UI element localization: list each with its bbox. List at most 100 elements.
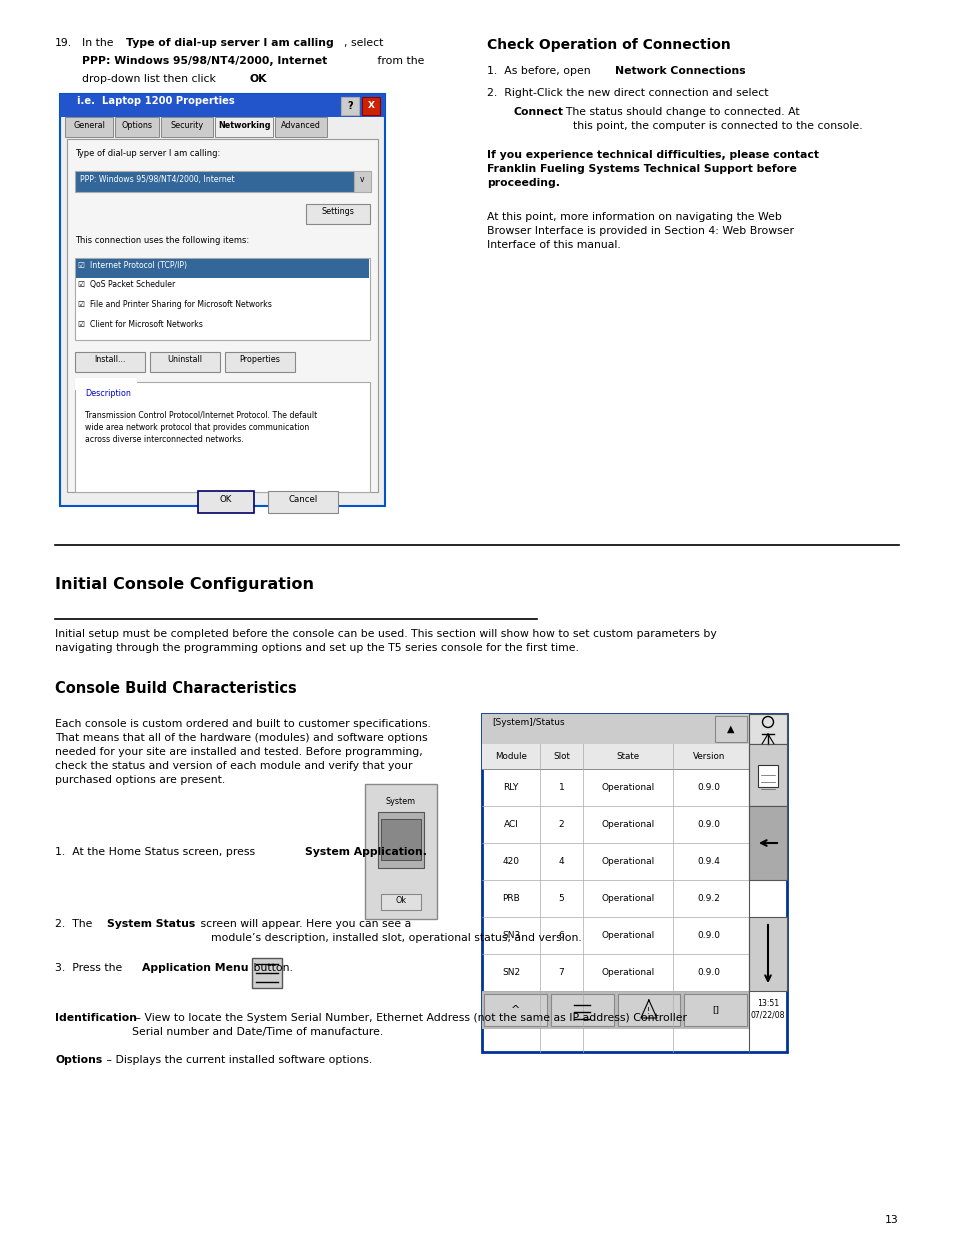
Bar	[361, 98, 379, 115]
Text: System Application.: System Application.	[305, 847, 427, 857]
Text: 1: 1	[558, 783, 564, 792]
Text: 13: 13	[884, 1215, 898, 1225]
Text: ^: ^	[510, 1005, 519, 1015]
Text: Version: Version	[692, 752, 724, 761]
Text: i.e.  Laptop 1200 Properties: i.e. Laptop 1200 Properties	[77, 96, 234, 106]
Text: Initial setup must be completed before the console can be used. This section wil: Initial setup must be completed before t…	[55, 629, 716, 653]
Text: 0.9.4: 0.9.4	[697, 857, 720, 866]
Text: Operational: Operational	[600, 931, 654, 940]
Text: screen will appear. Here you can see a
    module’s description, installed slot,: screen will appear. Here you can see a m…	[196, 919, 581, 944]
Bar	[481, 743, 748, 769]
Text: Type of dial-up server I am calling:: Type of dial-up server I am calling:	[75, 149, 220, 158]
Text: 13:51
07/22/08: 13:51 07/22/08	[750, 999, 784, 1019]
Text: 1.  At the Home Status screen, press: 1. At the Home Status screen, press	[55, 847, 258, 857]
Text: 6: 6	[558, 931, 564, 940]
Bar	[340, 98, 358, 115]
Text: 2: 2	[558, 820, 564, 829]
Text: This connection uses the following items:: This connection uses the following items…	[75, 236, 249, 245]
Bar	[354, 170, 371, 191]
Text: Operational: Operational	[600, 857, 654, 866]
Bar	[65, 117, 112, 137]
Text: .: .	[264, 74, 267, 84]
Bar	[683, 994, 746, 1026]
Bar	[150, 352, 220, 372]
Text: SN2: SN2	[501, 968, 519, 977]
Text: Initial Console Configuration: Initial Console Configuration	[55, 577, 314, 592]
Bar	[483, 994, 546, 1026]
Text: PPP: Windows 95/98/NT4/2000, Internet: PPP: Windows 95/98/NT4/2000, Internet	[80, 174, 234, 184]
Text: 1.  As before, open: 1. As before, open	[486, 65, 594, 77]
Text: 2.  Right-Click the new direct connection and select: 2. Right-Click the new direct connection…	[486, 88, 768, 110]
Bar	[748, 743, 786, 806]
Bar	[75, 170, 354, 191]
Text: Settings: Settings	[321, 207, 355, 216]
Text: System Status: System Status	[107, 919, 195, 929]
Text: Connect: Connect	[514, 107, 563, 117]
Text: OK: OK	[219, 495, 232, 505]
Bar	[60, 94, 385, 506]
Text: drop-down list then click: drop-down list then click	[82, 74, 219, 84]
Bar	[75, 378, 137, 390]
Bar	[748, 918, 786, 990]
Bar	[161, 117, 213, 137]
Bar	[617, 994, 679, 1026]
Text: PPP: Windows 95/98/NT4/2000, Internet: PPP: Windows 95/98/NT4/2000, Internet	[82, 56, 327, 65]
Text: Check Operation of Connection: Check Operation of Connection	[486, 38, 730, 52]
Text: OK: OK	[250, 74, 267, 84]
Bar	[75, 258, 370, 340]
Bar	[365, 784, 436, 919]
Bar	[481, 714, 786, 1052]
Text: ▲: ▲	[726, 724, 734, 734]
Text: 3.  Press the: 3. Press the	[55, 963, 126, 973]
Text: button.: button.	[250, 963, 293, 973]
Bar	[214, 117, 273, 137]
Text: 7: 7	[558, 968, 564, 977]
Bar	[748, 806, 786, 881]
Text: . The status should change to connected. At
    this point, the computer is conn: . The status should change to connected.…	[558, 107, 862, 131]
Bar	[758, 764, 778, 787]
Text: Module: Module	[495, 752, 526, 761]
Text: Networking: Networking	[217, 121, 270, 131]
Text: System: System	[386, 797, 416, 806]
Bar	[550, 994, 613, 1026]
Text: ☑  Internet Protocol (TCP/IP): ☑ Internet Protocol (TCP/IP)	[78, 261, 187, 270]
Text: Description: Description	[85, 389, 131, 399]
Text: RLY: RLY	[503, 783, 518, 792]
Text: If you experience technical difficulties, please contact
Franklin Fueling System: If you experience technical difficulties…	[486, 149, 818, 188]
Text: 0.9.2: 0.9.2	[697, 894, 720, 903]
Text: Type of dial-up server I am calling: Type of dial-up server I am calling	[126, 38, 334, 48]
Text: At this point, more information on navigating the Web
Browser Interface is provi: At this point, more information on navig…	[486, 212, 793, 249]
Text: Security: Security	[171, 121, 203, 131]
Text: Cancel: Cancel	[288, 495, 317, 505]
Bar	[268, 492, 337, 513]
Text: !: !	[646, 1007, 650, 1015]
Text: 420: 420	[502, 857, 519, 866]
Text: State: State	[616, 752, 639, 761]
Text: Properties: Properties	[239, 356, 280, 364]
Text: Transmission Control Protocol/Internet Protocol. The default
wide area network p: Transmission Control Protocol/Internet P…	[85, 410, 317, 445]
Text: PRB: PRB	[501, 894, 519, 903]
Bar	[748, 714, 786, 743]
Text: ?: ?	[347, 101, 353, 111]
Bar	[198, 492, 253, 513]
Text: ACI: ACI	[503, 820, 517, 829]
Text: – Displays the current installed software options.: – Displays the current installed softwar…	[103, 1055, 372, 1065]
Bar	[75, 352, 145, 372]
Text: 0.9.0: 0.9.0	[697, 968, 720, 977]
Text: 0.9.0: 0.9.0	[697, 820, 720, 829]
Bar	[377, 811, 423, 868]
Text: – View to locate the System Serial Number, Ethernet Address (not the same as IP : – View to locate the System Serial Numbe…	[132, 1013, 686, 1037]
Text: Ok: Ok	[395, 895, 406, 904]
Text: .: .	[732, 65, 736, 77]
Text: ☑  QoS Packet Scheduler: ☑ QoS Packet Scheduler	[78, 280, 175, 289]
Bar	[115, 117, 159, 137]
Bar	[60, 94, 385, 117]
Bar	[306, 204, 370, 224]
Text: Operational: Operational	[600, 894, 654, 903]
Text: Console Build Characteristics: Console Build Characteristics	[55, 680, 296, 697]
Bar	[67, 140, 377, 492]
Bar	[481, 714, 748, 743]
Text: Uninstall: Uninstall	[168, 356, 202, 364]
Text: General: General	[73, 121, 105, 131]
Text: ☑  Client for Microsoft Networks: ☑ Client for Microsoft Networks	[78, 320, 203, 329]
